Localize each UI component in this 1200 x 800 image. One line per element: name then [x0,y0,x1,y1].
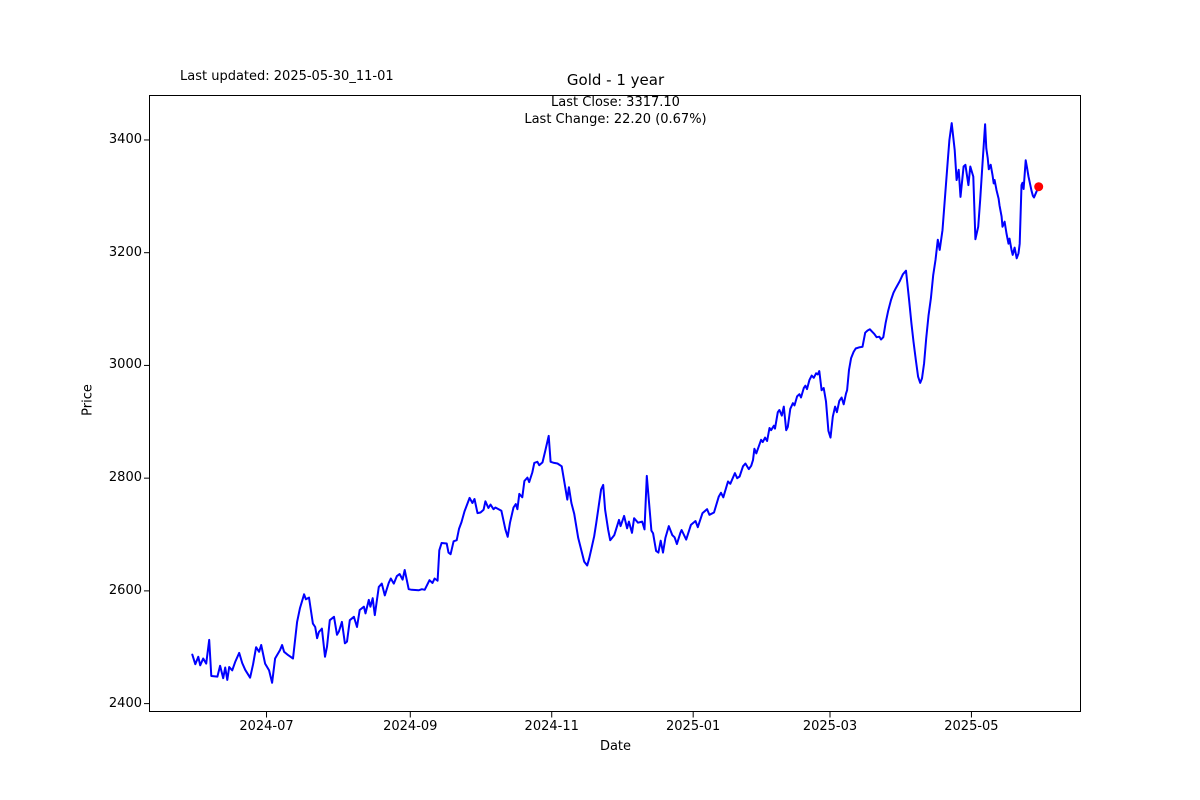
x-tick-label: 2024-11 [524,719,579,734]
x-tick-label: 2025-05 [944,719,999,734]
x-axis-label: Date [599,739,632,754]
last-updated-text: Last updated: 2025-05-30_11-01 [180,69,394,84]
y-tick-label: 2800 [108,470,142,486]
tick-marks [144,139,972,718]
y-tick-label: 3200 [108,244,142,260]
y-tick-label: 3000 [108,357,142,373]
y-tick-label: 3400 [108,131,142,147]
chart-title: Gold - 1 year [566,71,665,89]
x-tick-label: 2024-09 [383,719,438,734]
x-tick-label: 2024-07 [239,719,294,734]
annotation-last-change: Last Change: 22.20 (0.67%) [524,111,707,127]
y-tick-label: 2600 [108,582,142,598]
axes-border [149,95,1081,712]
last-close-marker [1034,182,1044,192]
price-line-series [191,122,1040,684]
x-tick-label: 2025-03 [802,719,858,734]
y-tick-label: 2400 [108,695,142,711]
last-close-annotation: Last Close: 3317.10 Last Change: 22.20 (… [150,95,1081,128]
x-tick-label: 2025-01 [666,719,721,734]
y-axis-label: Price [80,384,96,416]
annotation-last-close: Last Close: 3317.10 [551,95,680,110]
